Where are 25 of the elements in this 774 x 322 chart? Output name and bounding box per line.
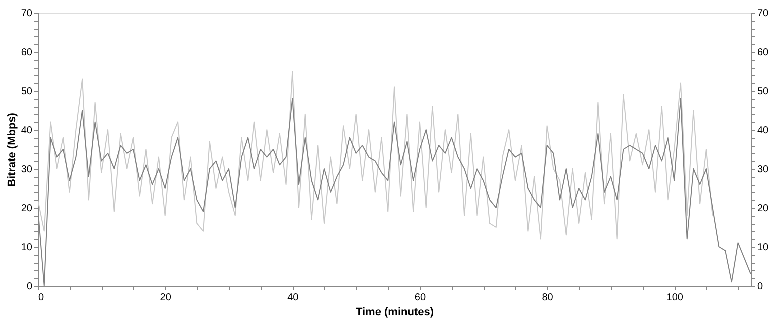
line-series (38, 71, 714, 240)
x-tick-label: 20 (160, 292, 172, 304)
y-tick-label: 60 (21, 48, 33, 58)
y2-tick-label: 40 (758, 126, 770, 136)
y-axis-title: Bitrate (Mbps) (6, 112, 18, 187)
y-tick-label: 20 (21, 204, 33, 214)
x-tick-label: 0 (38, 292, 44, 304)
y2-tick-label: 0 (758, 282, 764, 292)
y-tick-label: 70 (21, 8, 33, 20)
y-tick-label: 0 (26, 282, 33, 292)
y-tick-label: 30 (21, 164, 33, 176)
y2-tick-label: 20 (758, 204, 770, 214)
y-tick-label: 10 (21, 242, 33, 254)
x-tick-label: 60 (414, 292, 426, 304)
x-tick-label: 100 (666, 292, 684, 304)
y2-tick-label: 30 (758, 164, 770, 176)
y-tick-label: 50 (21, 86, 33, 98)
y2-tick-label: 50 (758, 86, 770, 98)
y-tick-label: 40 (21, 126, 33, 136)
x-tick-label: 80 (542, 292, 554, 304)
y2-tick-label: 10 (758, 242, 770, 254)
x-tick-label: 40 (288, 292, 300, 304)
x-axis-title: Time (minutes) (356, 306, 434, 318)
y2-tick-label: 70 (758, 8, 770, 20)
y2-tick-label: 60 (758, 48, 770, 58)
